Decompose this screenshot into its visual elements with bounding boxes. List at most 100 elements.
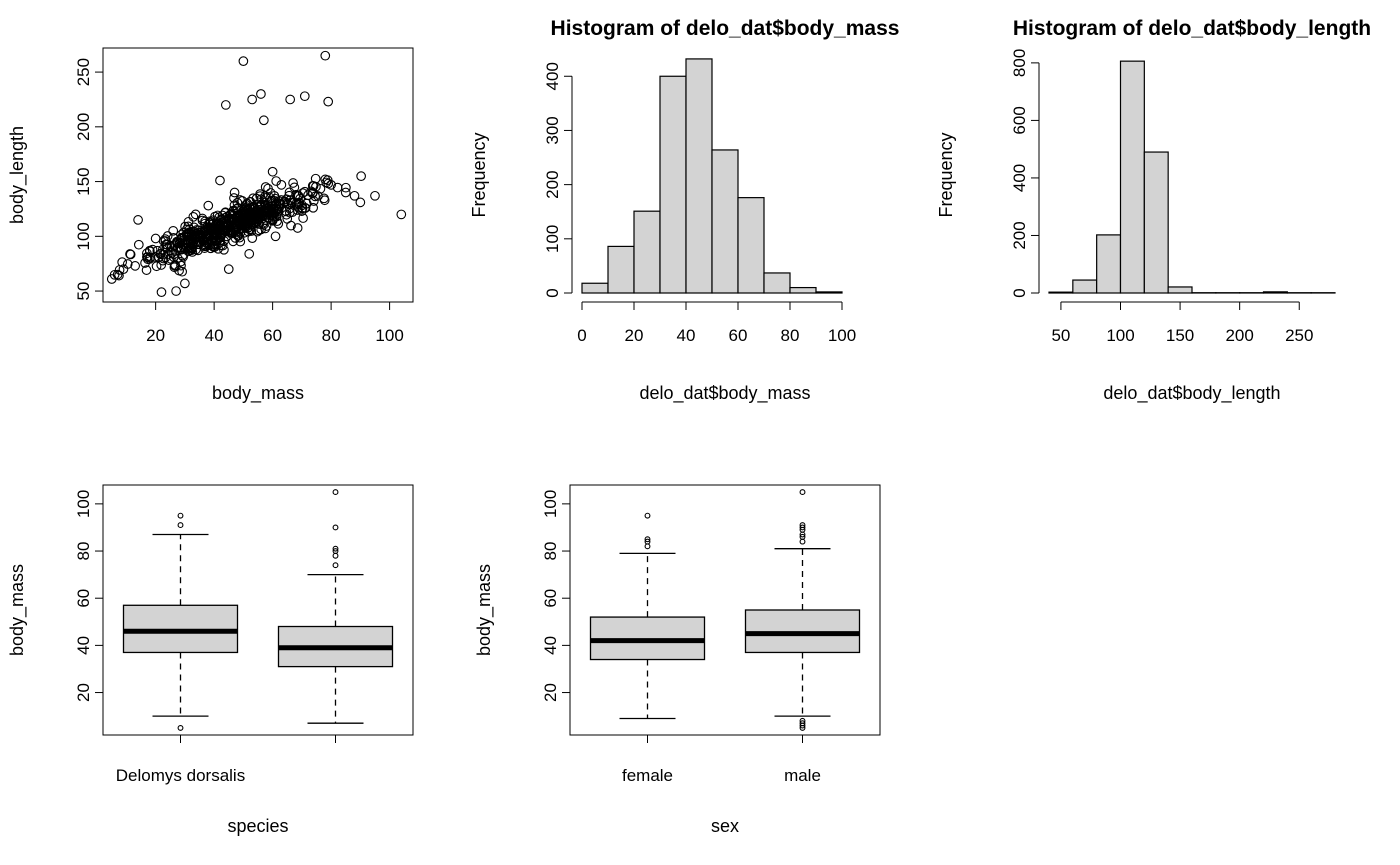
outlier-point [332,524,339,531]
histogram-bar [1048,291,1074,294]
histogram-bar [659,75,687,294]
histogram-bar [737,197,765,294]
x-tick-label: 250 [1285,326,1313,345]
data-point [234,232,245,243]
data-point [292,205,303,215]
data-point [200,218,210,229]
data-point [288,178,298,188]
y-axis-title: Frequency [469,132,489,217]
data-point [149,252,160,262]
data-point [226,227,236,238]
x-tick-label: 200 [1225,326,1253,345]
data-point [133,239,144,250]
data-point [118,264,129,275]
x-tick-label: 60 [729,326,748,345]
data-point [370,190,380,201]
data-point [313,191,323,201]
data-point [298,213,308,223]
data-point [287,197,297,208]
y-tick-label: 300 [543,116,562,144]
data-point [220,100,231,110]
data-point [164,255,174,265]
data-point [260,223,271,234]
data-point [161,239,171,250]
x-tick-label: 100 [1106,326,1134,345]
histogram-bar [815,291,843,294]
data-point [293,190,303,201]
y-tick-label: 400 [543,62,562,90]
data-point [170,260,181,270]
data-point [260,182,271,192]
data-point [262,210,273,220]
x-tick-label: 80 [781,326,800,345]
y-tick-label: 40 [74,636,93,655]
y-axis-title: body_mass [7,564,28,656]
histogram-bar [763,272,791,294]
data-point [235,210,245,220]
outlier-point [799,522,806,529]
data-point [243,216,254,227]
data-point [117,257,128,267]
outlier-point [644,543,651,550]
data-point [229,187,240,198]
data-point [250,211,261,222]
outlier-point [799,717,806,724]
histogram-bar [607,245,635,294]
outlier-point [799,720,806,727]
y-axis-title: body_mass [474,564,495,656]
outlier-point [332,545,339,552]
y-tick-label: 80 [74,542,93,561]
data-point [212,230,223,240]
outlier-point [177,512,184,519]
data-point [285,94,296,105]
x-tick-label: 100 [375,326,403,345]
data-point [157,244,168,255]
data-point [214,212,225,223]
data-point [271,205,282,216]
histogram-bar [1143,151,1169,294]
data-point [276,180,287,190]
data-point [141,265,152,275]
data-point [215,175,225,186]
data-point [223,213,234,224]
outlier-point [799,524,806,531]
data-point [293,203,304,213]
data-point [194,236,205,247]
y-tick-label: 0 [1010,288,1029,297]
data-point [187,243,198,253]
data-point [171,286,181,296]
x-tick-label: 150 [1166,326,1194,345]
data-point [340,187,351,198]
y-axis-title: body_length [7,126,28,224]
data-point [209,242,219,253]
y-tick-label: 250 [74,58,93,86]
data-point [323,96,334,107]
outlier-point [644,538,651,545]
outlier-point [177,522,184,529]
y-tick-label: 150 [74,167,93,195]
data-point [247,94,258,105]
y-tick-label: 400 [1010,164,1029,192]
data-point [130,261,141,271]
x-tick-label: Delomys dorsalis [116,766,245,785]
x-tick-label: male [784,766,821,785]
data-point [301,198,312,209]
y-tick-label: 600 [1010,106,1029,134]
data-point [274,203,284,214]
data-point [307,187,318,198]
data-point [248,193,259,204]
y-tick-label: 100 [74,490,93,518]
x-axis-title: species [227,816,288,836]
y-tick-label: 100 [543,225,562,253]
data-point [308,181,319,191]
x-axis-title: sex [711,816,739,836]
plot-title: Histogram of delo_dat$body_length [1013,17,1371,40]
outlier-point [644,512,651,519]
histogram-panel-2: 0 200 400 600 800 50 100 150 200 250 Histogram of … [936,17,1371,404]
data-point [156,287,167,297]
data-point [219,236,229,246]
histogram-bar [685,58,713,294]
data-point [349,190,360,201]
data-point [326,180,336,190]
